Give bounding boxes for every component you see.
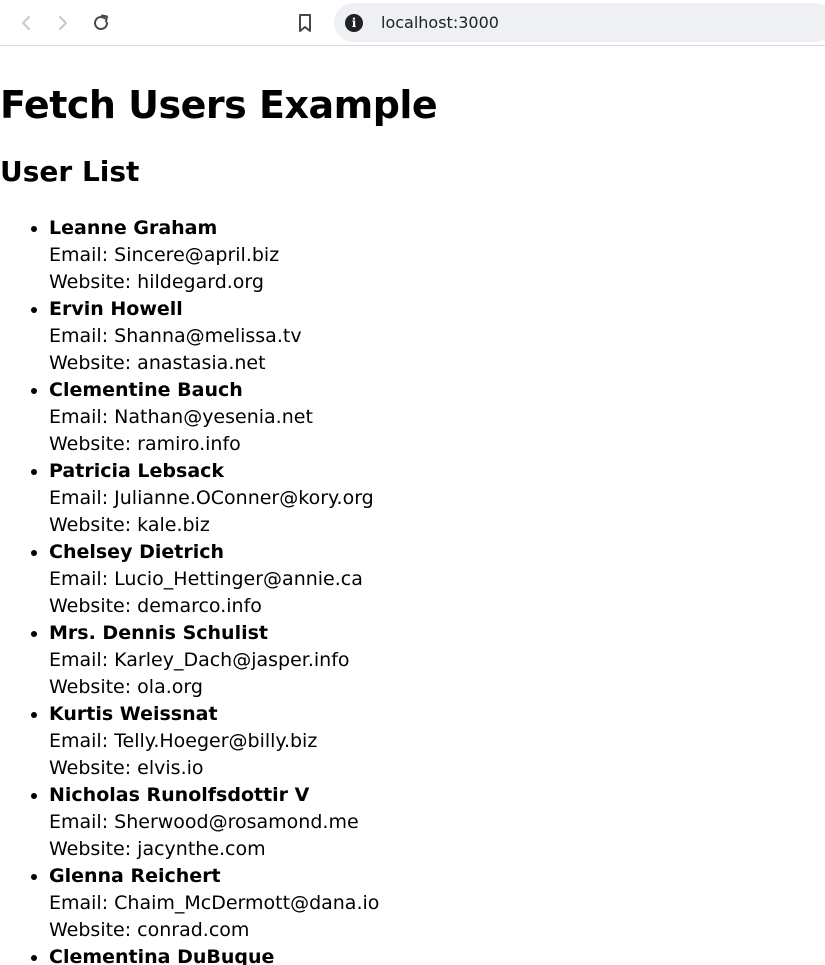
page-content: Fetch Users Example User List Leanne Gra… [0, 47, 825, 965]
section-title: User List [0, 155, 140, 188]
browser-toolbar: i localhost:3000 [0, 0, 825, 46]
user-name: Clementina DuBuque [49, 946, 275, 965]
list-item: Patricia Lebsack Email: Julianne.OConner… [49, 458, 825, 539]
arrow-right-icon [54, 14, 72, 32]
forward-button[interactable] [48, 8, 78, 38]
user-website: Website: jacynthe.com [49, 838, 266, 860]
user-website: Website: kale.biz [49, 514, 210, 536]
user-email: Email: Lucio_Hettinger@annie.ca [49, 568, 363, 590]
list-item: Clementine Bauch Email: Nathan@yesenia.n… [49, 377, 825, 458]
user-email: Email: Karley_Dach@jasper.info [49, 649, 350, 671]
list-item: Nicholas Runolfsdottir V Email: Sherwood… [49, 782, 825, 863]
user-name: Leanne Graham [49, 217, 218, 239]
user-name: Mrs. Dennis Schulist [49, 622, 268, 644]
address-bar[interactable]: i localhost:3000 [334, 3, 825, 42]
user-email: Email: Shanna@melissa.tv [49, 325, 302, 347]
user-website: Website: demarco.info [49, 595, 262, 617]
user-website: Website: elvis.io [49, 757, 204, 779]
bookmark-icon [296, 13, 314, 33]
user-website: Website: anastasia.net [49, 352, 266, 374]
user-website: Website: conrad.com [49, 919, 250, 941]
list-item: Chelsey Dietrich Email: Lucio_Hettinger@… [49, 539, 825, 620]
list-item: Glenna Reichert Email: Chaim_McDermott@d… [49, 863, 825, 944]
user-website: Website: ramiro.info [49, 433, 241, 455]
user-email: Email: Telly.Hoeger@billy.biz [49, 730, 318, 752]
list-item: Kurtis Weissnat Email: Telly.Hoeger@bill… [49, 701, 825, 782]
user-name: Glenna Reichert [49, 865, 221, 887]
user-name: Chelsey Dietrich [49, 541, 224, 563]
list-item: Mrs. Dennis Schulist Email: Karley_Dach@… [49, 620, 825, 701]
user-name: Nicholas Runolfsdottir V [49, 784, 310, 806]
info-icon[interactable]: i [345, 14, 363, 32]
user-name: Patricia Lebsack [49, 460, 225, 482]
reload-button[interactable] [86, 8, 116, 38]
url-text[interactable]: localhost:3000 [381, 13, 499, 32]
user-email: Email: Nathan@yesenia.net [49, 406, 313, 428]
user-website: Website: hildegard.org [49, 271, 264, 293]
back-button[interactable] [11, 8, 41, 38]
bookmark-button[interactable] [290, 8, 320, 38]
user-email: Email: Chaim_McDermott@dana.io [49, 892, 380, 914]
user-email: Email: Sincere@april.biz [49, 244, 280, 266]
user-email: Email: Sherwood@rosamond.me [49, 811, 359, 833]
arrow-left-icon [17, 14, 35, 32]
user-list: Leanne Graham Email: Sincere@april.biz W… [0, 215, 825, 965]
user-name: Clementine Bauch [49, 379, 243, 401]
list-item: Ervin Howell Email: Shanna@melissa.tv We… [49, 296, 825, 377]
page-title: Fetch Users Example [0, 83, 438, 127]
list-item: Clementina DuBuque [49, 944, 825, 965]
user-email: Email: Julianne.OConner@kory.org [49, 487, 374, 509]
user-name: Ervin Howell [49, 298, 183, 320]
reload-icon [91, 13, 111, 33]
list-item: Leanne Graham Email: Sincere@april.biz W… [49, 215, 825, 296]
user-name: Kurtis Weissnat [49, 703, 218, 725]
user-website: Website: ola.org [49, 676, 203, 698]
